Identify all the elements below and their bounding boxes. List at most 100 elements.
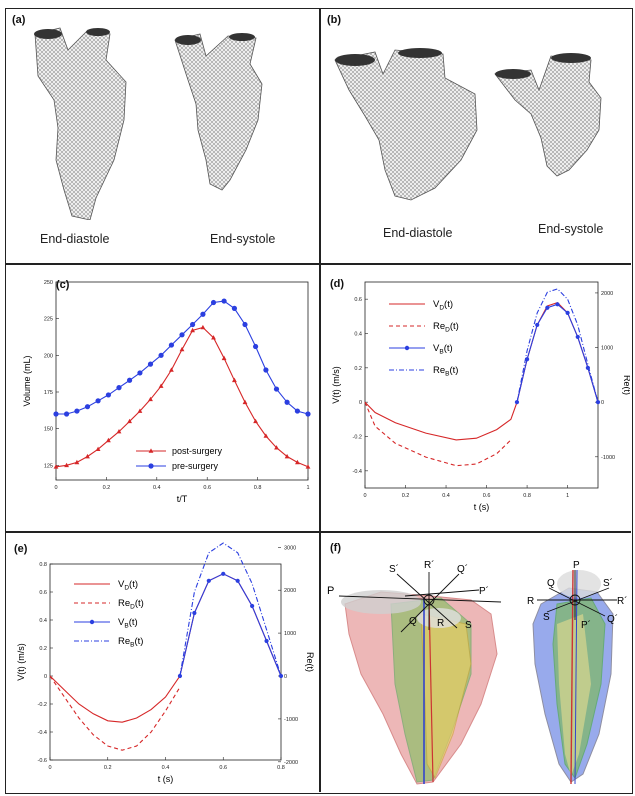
- ytick-label-e-5: 0.4: [39, 618, 47, 624]
- legend-label-e-3: ReB(t): [118, 636, 143, 649]
- point-e-2-1: [192, 610, 197, 616]
- point-c-0-17: [232, 377, 237, 383]
- point-c-1-3: [84, 404, 91, 410]
- legend-label-c-1: pre-surgery: [172, 461, 219, 471]
- point-c-1-12: [179, 332, 185, 338]
- xtick-label-e-2: 0.4: [162, 765, 170, 771]
- point-c-1-11: [168, 342, 175, 348]
- panel-e-label: (e): [14, 543, 28, 555]
- point-c-1-19: [252, 343, 259, 350]
- ytick-label-e-3: 0: [44, 674, 47, 680]
- xtick-label-d-1: 0.2: [402, 493, 410, 499]
- point-c-0-8: [137, 408, 143, 413]
- legend-label-d-2: VB(t): [433, 343, 453, 356]
- point-c-1-22: [284, 399, 290, 405]
- legend-marker-c-1: [148, 463, 154, 469]
- series-line-d-2: [516, 303, 599, 403]
- point-c-1-6: [116, 385, 122, 391]
- axis-label-f-right-2: S´: [603, 577, 613, 589]
- point-c-0-18: [242, 399, 248, 405]
- axis-label-f-right-4: R´: [617, 595, 628, 607]
- heart-mesh-end-diastole-a: [34, 27, 127, 220]
- point-c-1-7: [126, 377, 133, 383]
- grid-divider-row1: [5, 263, 631, 265]
- series-line-d-3: [516, 288, 599, 403]
- xtick-label-c-1: 0.2: [103, 485, 111, 491]
- axis-label-f-left-7: S: [465, 620, 472, 631]
- ytick-label-c-0: 125: [44, 463, 53, 469]
- ytick-label-c-3: 200: [44, 353, 53, 359]
- axis-label-f-left-6: R: [437, 618, 444, 629]
- point-c-0-2: [74, 459, 80, 465]
- axis-label-f-right-0: P: [573, 560, 580, 571]
- y2tick-label-e-4: 2000: [284, 588, 296, 594]
- ytick-label-e-6: 0.6: [39, 590, 47, 596]
- point-c-0-13: [190, 327, 195, 333]
- axis-label-f-right-7: Q´: [607, 613, 618, 625]
- panel-d-label: (d): [330, 278, 345, 290]
- point-d-2-6: [575, 334, 580, 340]
- axis-label-f-right-3: R: [527, 596, 534, 607]
- x-axis-label-c: t/T: [177, 494, 188, 504]
- xtick-label-e-3: 0.6: [219, 765, 227, 771]
- xtick-label-d-3: 0.6: [483, 493, 491, 499]
- y2tick-label-e-3: 1000: [284, 631, 296, 637]
- series-line-d-1: [364, 401, 512, 467]
- ytick-label-c-4: 225: [44, 317, 53, 323]
- point-c-0-9: [148, 396, 153, 402]
- ytick-label-e-1: -0.4: [38, 730, 47, 736]
- axis-label-f-right-6: P´: [581, 619, 591, 631]
- xtick-label-c-3: 0.6: [203, 485, 211, 491]
- axis-label-f-left-3: Q´: [457, 563, 468, 575]
- point-c-0-4: [95, 446, 101, 451]
- heart-model-right: P Q S´ R R´ S P´ Q´: [527, 560, 628, 785]
- xtick-label-e-1: 0.2: [104, 765, 112, 771]
- xtick-label-e-0: 0: [48, 765, 51, 771]
- point-c-0-23: [295, 459, 300, 465]
- point-c-0-14: [200, 324, 206, 330]
- ytick-label-d-0: -0.4: [353, 469, 362, 475]
- point-c-0-5: [106, 437, 111, 443]
- panel-f-axes-diagram: P S´ R´ Q´ P´ Q R S P Q S´ R R´ S P´ Q´: [327, 559, 628, 785]
- ytick-label-e-4: 0.2: [39, 646, 47, 652]
- point-d-2-3: [545, 305, 550, 310]
- heart-mesh-end-diastole-b: [334, 48, 478, 201]
- ytick-label-c-2: 175: [44, 390, 53, 396]
- series-line-d-0: [364, 301, 599, 441]
- point-e-2-5: [250, 603, 255, 609]
- y2tick-label-e-5: 3000: [284, 545, 296, 551]
- x-axis-label-d: t (s): [474, 502, 490, 512]
- point-d-2-2: [535, 322, 540, 328]
- legend-marker-e-2: [89, 619, 95, 625]
- axis-label-f-left-4: P´: [479, 585, 489, 597]
- ytick-label-d-3: 0.2: [354, 366, 362, 372]
- heart-mesh-end-systole-b: [494, 53, 602, 177]
- grid-divider-row2: [5, 531, 631, 533]
- point-c-1-13: [189, 321, 196, 328]
- y2tick-label-d-1: 0: [601, 400, 604, 406]
- point-c-0-15: [211, 335, 216, 340]
- ytick-label-d-4: 0.4: [354, 332, 362, 338]
- point-c-1-10: [158, 352, 164, 358]
- point-c-0-0: [53, 464, 59, 469]
- ytick-label-e-7: 0.8: [39, 562, 47, 568]
- series-line-e-1: [49, 675, 181, 751]
- xtick-label-c-4: 0.8: [254, 485, 262, 491]
- point-c-1-15: [210, 299, 217, 306]
- point-c-0-20: [263, 433, 269, 438]
- point-c-0-16: [221, 355, 227, 361]
- point-c-0-1: [64, 462, 69, 468]
- panel-b-label: (b): [327, 14, 342, 26]
- grid-divider-vertical: [319, 8, 321, 792]
- y2tick-label-d-0: -1000: [601, 455, 615, 461]
- xtick-label-c-2: 0.4: [153, 485, 161, 491]
- chart-e-velocity-post: 0 0.2 0.4 0.6 0.8-0.6-0.4-0.200.20.40.60.8-2…: [16, 542, 315, 784]
- legend-label-c-0: post-surgery: [172, 446, 223, 456]
- point-c-0-19: [253, 418, 258, 424]
- point-c-1-17: [231, 305, 238, 311]
- legend-label-e-2: VB(t): [118, 617, 138, 630]
- x-axis-label-e: t (s): [158, 774, 174, 784]
- point-c-0-10: [158, 383, 164, 388]
- point-c-0-3: [85, 453, 90, 459]
- y2tick-label-d-2: 1000: [601, 346, 613, 352]
